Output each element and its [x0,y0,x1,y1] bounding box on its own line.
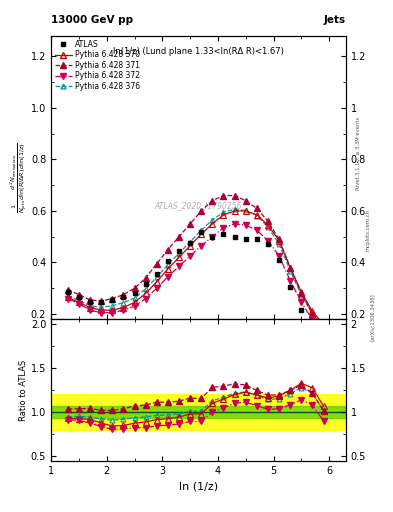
Text: Rivet 3.1.10, ≥ 3.3M events: Rivet 3.1.10, ≥ 3.3M events [356,117,361,190]
Y-axis label: $\frac{1}{N_\mathrm{jets}}\frac{d^2 N_\mathrm{emissions}}{d\ln(R/\Delta R)\,d\ln: $\frac{1}{N_\mathrm{jets}}\frac{d^2 N_\m… [9,142,29,213]
Text: [arXiv:1306.3436]: [arXiv:1306.3436] [370,293,375,342]
Text: Jets: Jets [324,14,346,25]
X-axis label: ln (1/z): ln (1/z) [179,481,218,491]
Text: ln(1/z) (Lund plane 1.33<ln(RΔ R)<1.67): ln(1/z) (Lund plane 1.33<ln(RΔ R)<1.67) [113,47,284,56]
Y-axis label: Ratio to ATLAS: Ratio to ATLAS [19,359,28,420]
Legend: ATLAS, Pythia 6.428 370, Pythia 6.428 371, Pythia 6.428 372, Pythia 6.428 376: ATLAS, Pythia 6.428 370, Pythia 6.428 37… [53,38,141,92]
Text: 13000 GeV pp: 13000 GeV pp [51,14,133,25]
Text: mcplots.cern.ch: mcplots.cern.ch [365,209,371,251]
Text: ATLAS_2020_I1790256: ATLAS_2020_I1790256 [155,201,242,210]
